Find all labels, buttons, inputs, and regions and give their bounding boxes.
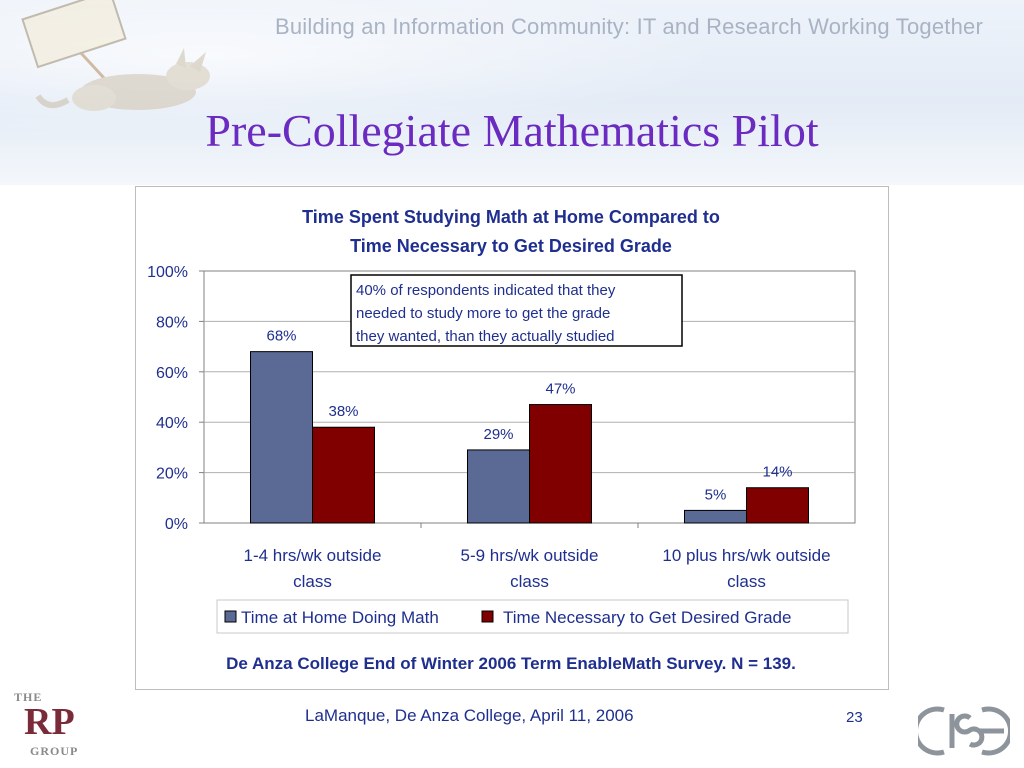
legend-swatch: [224, 610, 237, 623]
bar: [746, 487, 809, 524]
annotation-box: 40% of respondents indicated that they ne…: [350, 274, 683, 347]
x-category-label: class: [727, 572, 766, 591]
y-tick-label: 100%: [147, 264, 188, 281]
page-number: 23: [846, 709, 863, 726]
footer-text: LaManque, De Anza College, April 11, 200…: [305, 706, 634, 725]
rp-logo-the: THE: [14, 690, 43, 704]
x-category-label: 1-4 hrs/wk outside: [244, 546, 382, 565]
cisoa-logo: [918, 706, 1010, 756]
x-category-label: 5-9 hrs/wk outside: [461, 546, 599, 565]
chart-frame: Time Spent Studying Math at Home Compare…: [135, 186, 889, 690]
y-tick-label: 80%: [156, 314, 188, 331]
banner-text: Building an Information Community: IT an…: [275, 14, 983, 39]
bar: [529, 404, 592, 524]
chart-title-line: Time Necessary to Get Desired Grade: [350, 236, 672, 256]
y-tick-label: 0%: [165, 516, 188, 533]
annotation-text-line: they wanted, than they actually studied: [356, 328, 615, 345]
y-axis: 0% 20% 40% 60% 80% 100%: [147, 264, 204, 533]
chart-title: Time Spent Studying Math at Home Compare…: [302, 207, 720, 256]
bar-data-label: 29%: [483, 426, 513, 443]
bar: [250, 351, 313, 524]
slide-title: Pre-Collegiate Mathematics Pilot: [205, 105, 819, 156]
legend: Time at Home Doing Math Time Necessary to…: [216, 599, 849, 634]
rp-group-logo: THE RP GROUP: [8, 688, 88, 760]
bar-chart: Time Spent Studying Math at Home Compare…: [147, 207, 856, 673]
legend-border: [216, 599, 849, 634]
y-tick-label: 40%: [156, 415, 188, 432]
annotation-text-line: 40% of respondents indicated that they: [356, 282, 616, 299]
bar-data-label: 47%: [545, 381, 575, 398]
y-tick-label: 60%: [156, 365, 188, 382]
chart-title-line: Time Spent Studying Math at Home Compare…: [302, 207, 720, 227]
bar: [467, 449, 530, 524]
annotation-border: [350, 274, 683, 347]
legend-swatch: [481, 610, 494, 623]
chart-source: De Anza College End of Winter 2006 Term …: [226, 654, 796, 673]
rp-logo-mark: RP: [24, 701, 75, 743]
x-category-label: class: [293, 572, 332, 591]
header-band: [0, 0, 1024, 185]
x-axis: 1-4 hrs/wk outside class 5-9 hrs/wk outsid…: [244, 523, 831, 591]
bars: [250, 351, 809, 524]
bar: [684, 509, 747, 524]
bar-data-label: 14%: [762, 464, 792, 481]
bar-data-label: 38%: [328, 403, 358, 420]
bar: [312, 426, 375, 524]
x-category-label: 10 plus hrs/wk outside: [662, 546, 830, 565]
rp-logo-group: GROUP: [30, 744, 79, 758]
legend-label: Time at Home Doing Math: [241, 608, 439, 627]
annotation-text-line: needed to study more to get the grade: [356, 305, 610, 322]
bar-data-label: 68%: [266, 328, 296, 345]
data-labels: 68% 38% 29% 47% 5% 14%: [266, 328, 792, 504]
bar-data-label: 5%: [705, 486, 727, 503]
legend-label: Time Necessary to Get Desired Grade: [503, 608, 791, 627]
x-category-label: class: [510, 572, 549, 591]
mascot-sign-illustration: [21, 0, 210, 111]
y-tick-label: 20%: [156, 466, 188, 483]
